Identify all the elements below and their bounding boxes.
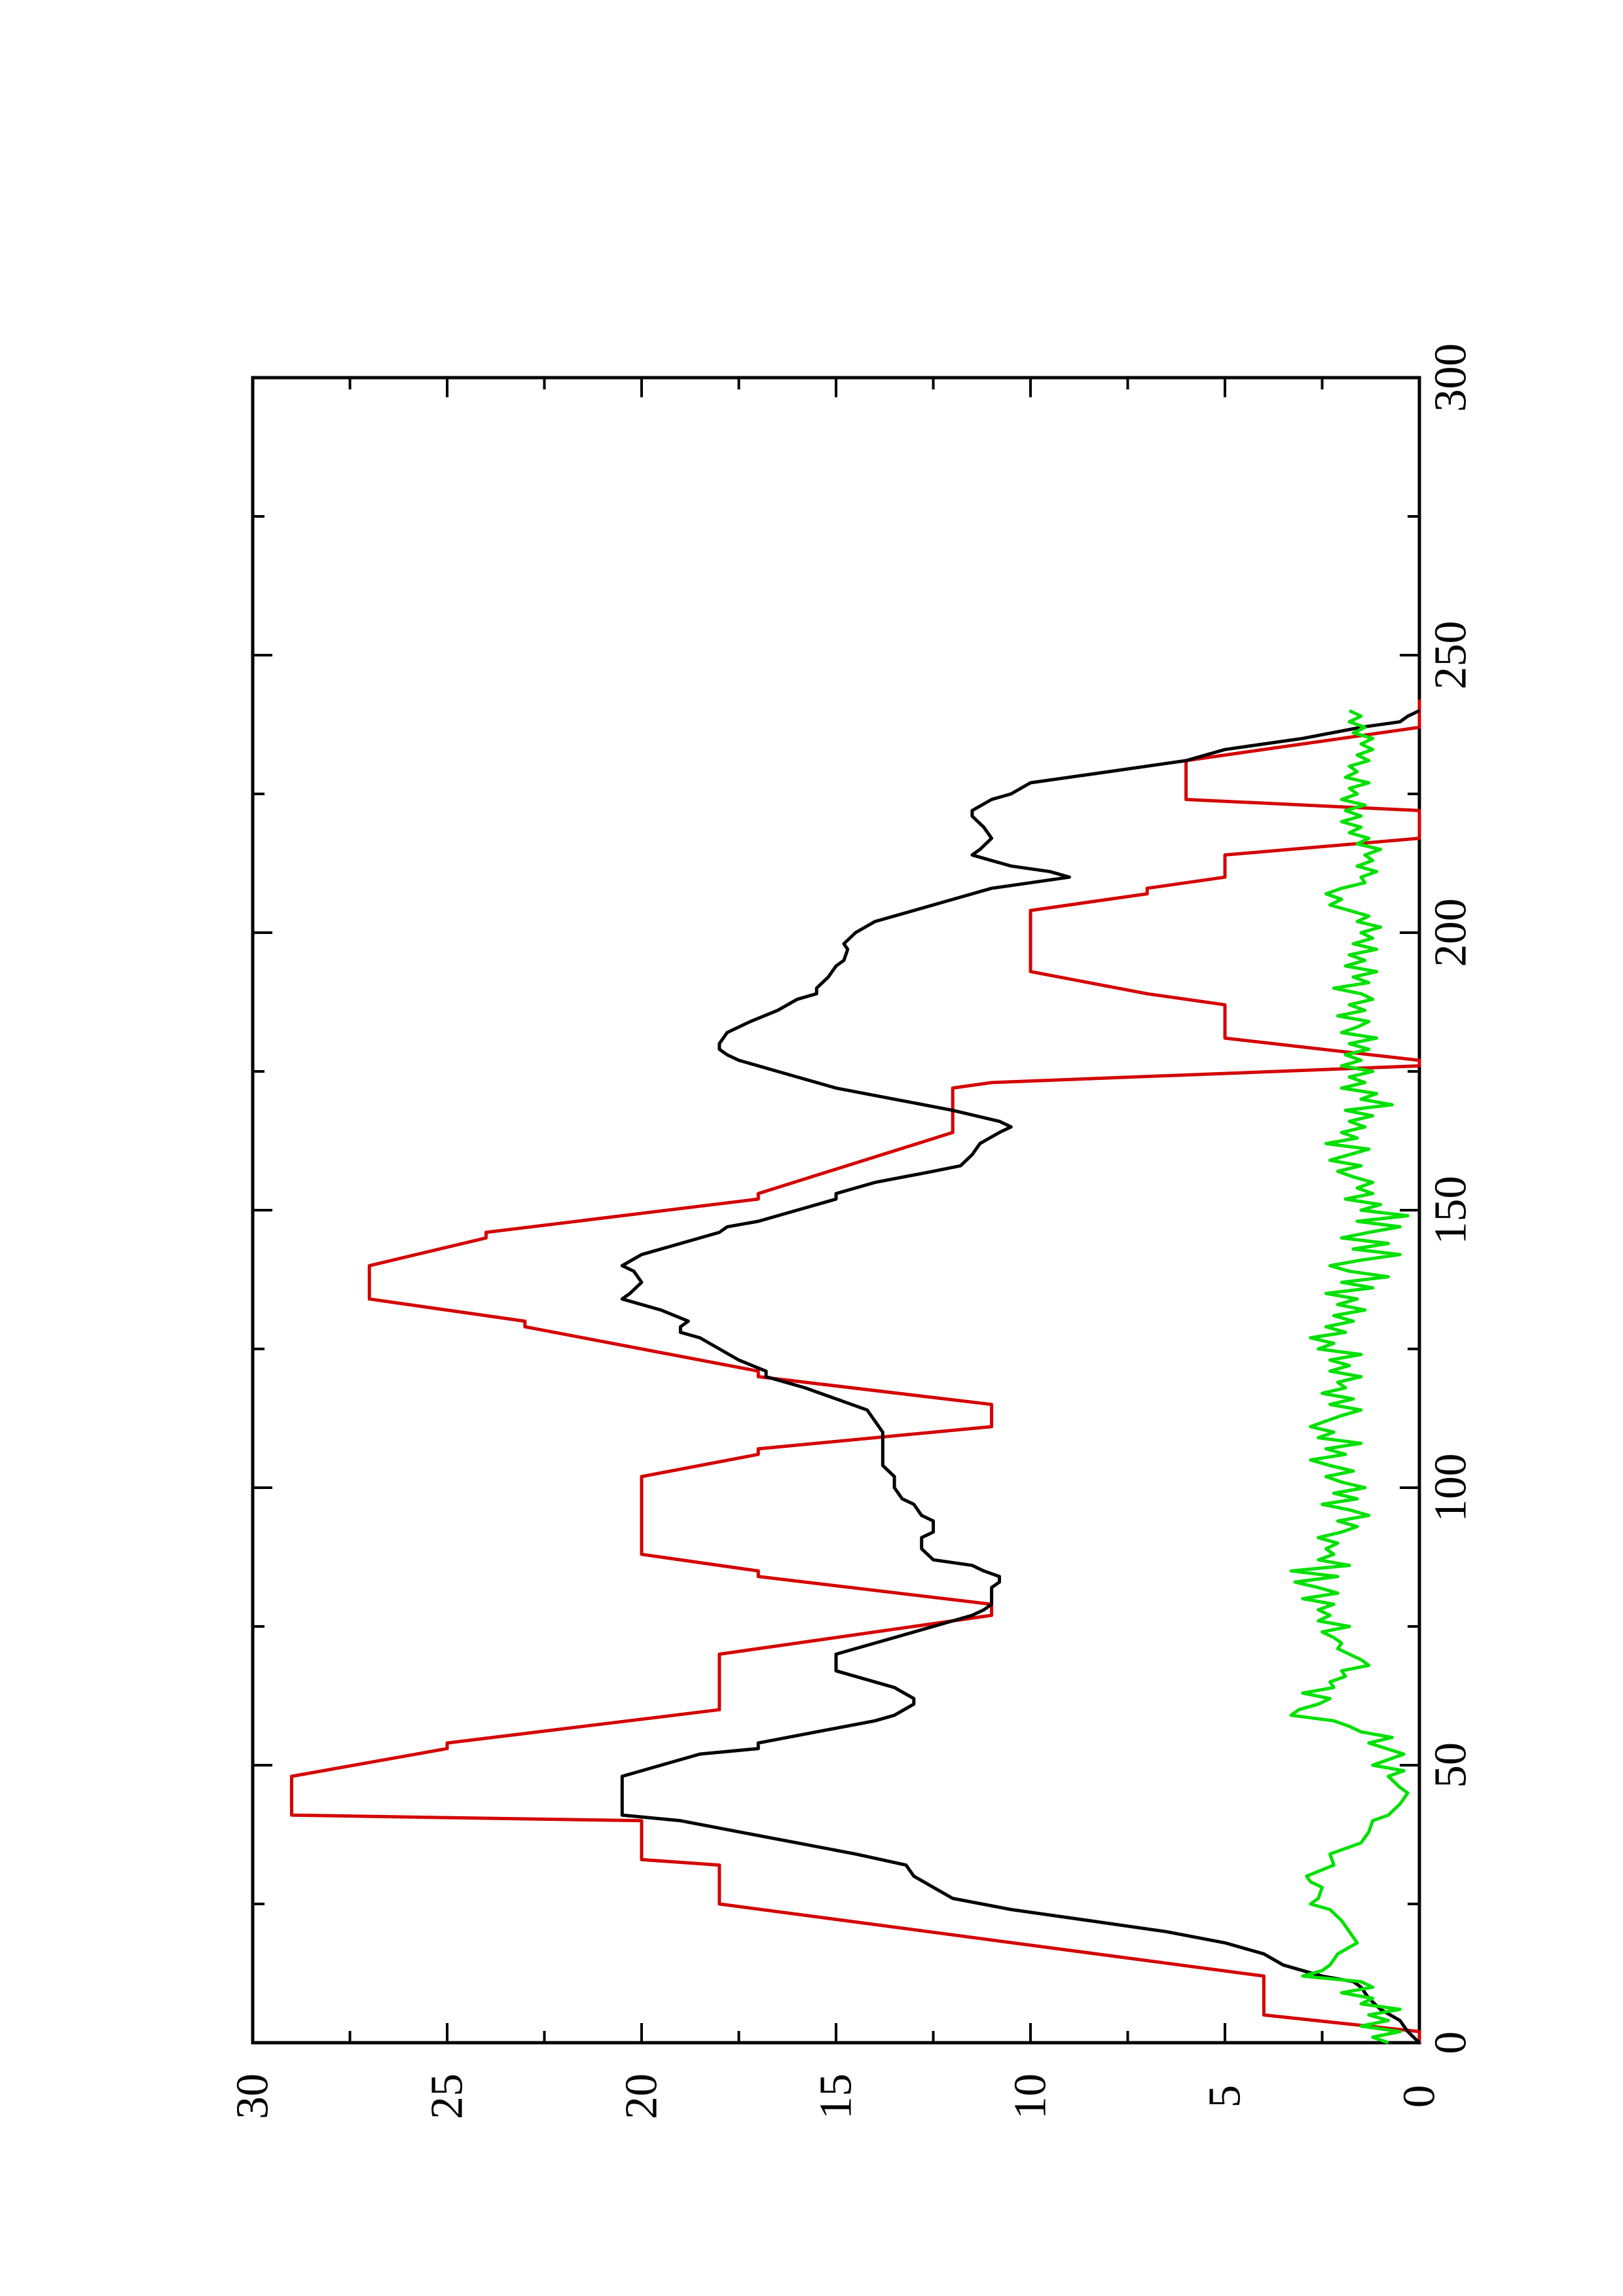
tick-labels: 0 50 100 150 200 250 300 0 5 10 15 20 25 30 — [228, 344, 1476, 2120]
x-tick-label: 200 — [1426, 899, 1476, 967]
series-line-2 — [620, 709, 1421, 2044]
y-tick-label: 20 — [617, 2073, 667, 2119]
y-tick-label: 10 — [1006, 2073, 1056, 2119]
x-tick-label: 50 — [1426, 1742, 1476, 1788]
x-tick-label: 0 — [1426, 2032, 1476, 2054]
x-tick-label: 100 — [1426, 1454, 1476, 1522]
x-tick-label: 250 — [1426, 621, 1476, 690]
y-tick-label: 25 — [422, 2073, 473, 2119]
tick-marks — [251, 376, 1421, 2044]
x-tick-label: 150 — [1426, 1176, 1476, 1245]
y-tick-label: 5 — [1200, 2085, 1250, 2108]
series-layer — [289, 699, 1421, 2045]
series-line-3 — [1289, 709, 1410, 2045]
y-tick-label: 15 — [811, 2073, 862, 2119]
series-line-1 — [289, 699, 1421, 2043]
x-tick-label: 300 — [1426, 344, 1476, 412]
y-tick-label: 30 — [228, 2073, 278, 2119]
y-tick-label: 0 — [1395, 2085, 1445, 2108]
plot-frame — [251, 376, 1421, 2045]
